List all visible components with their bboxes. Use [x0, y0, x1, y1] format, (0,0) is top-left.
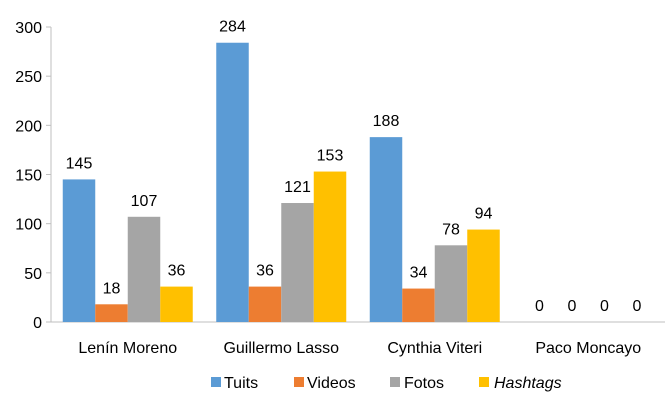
data-label: 0	[568, 298, 577, 315]
bar	[160, 286, 193, 322]
bar	[369, 137, 403, 322]
bar	[95, 304, 128, 322]
data-label: 0	[535, 298, 544, 315]
y-tick-label: 300	[15, 20, 42, 37]
data-label: 0	[600, 298, 609, 315]
legend-label: Hashtags	[494, 375, 562, 392]
data-label: 0	[633, 298, 642, 315]
bar	[402, 288, 435, 322]
bar	[313, 171, 347, 322]
y-tick-label: 100	[15, 217, 42, 234]
data-label: 153	[317, 148, 344, 165]
data-label: 36	[256, 263, 274, 280]
bar	[216, 42, 249, 322]
legend-swatch	[211, 377, 221, 387]
bar	[434, 245, 468, 322]
data-label: 284	[219, 19, 246, 36]
y-tick-label: 150	[15, 168, 42, 185]
bar	[127, 216, 161, 322]
legend-label: Tuits	[224, 375, 258, 392]
y-tick-label: 200	[15, 118, 42, 135]
data-label: 18	[103, 280, 121, 297]
legend-label: Videos	[307, 375, 356, 392]
x-tick-label: Guillermo Lasso	[223, 340, 339, 357]
data-label: 94	[475, 206, 493, 223]
y-tick-label: 0	[33, 315, 42, 332]
bar	[467, 229, 500, 322]
bar	[281, 203, 314, 322]
bar	[62, 179, 96, 322]
x-tick-label: Paco Moncayo	[535, 340, 641, 357]
data-label: 34	[410, 265, 428, 282]
bar	[248, 286, 282, 322]
legend-swatch	[294, 377, 304, 387]
legend-label: Fotos	[404, 375, 444, 392]
data-label: 36	[168, 263, 186, 280]
legend-swatch	[479, 377, 489, 387]
legend-swatch	[390, 377, 400, 387]
y-tick-label: 250	[15, 69, 42, 86]
data-label: 188	[373, 113, 400, 130]
y-tick-label: 50	[24, 266, 42, 283]
data-label: 107	[131, 193, 158, 210]
x-tick-label: Lenín Moreno	[78, 340, 177, 357]
data-label: 145	[66, 155, 93, 172]
data-label: 121	[284, 179, 311, 196]
data-label: 78	[442, 221, 460, 238]
x-tick-label: Cynthia Viteri	[387, 340, 482, 357]
